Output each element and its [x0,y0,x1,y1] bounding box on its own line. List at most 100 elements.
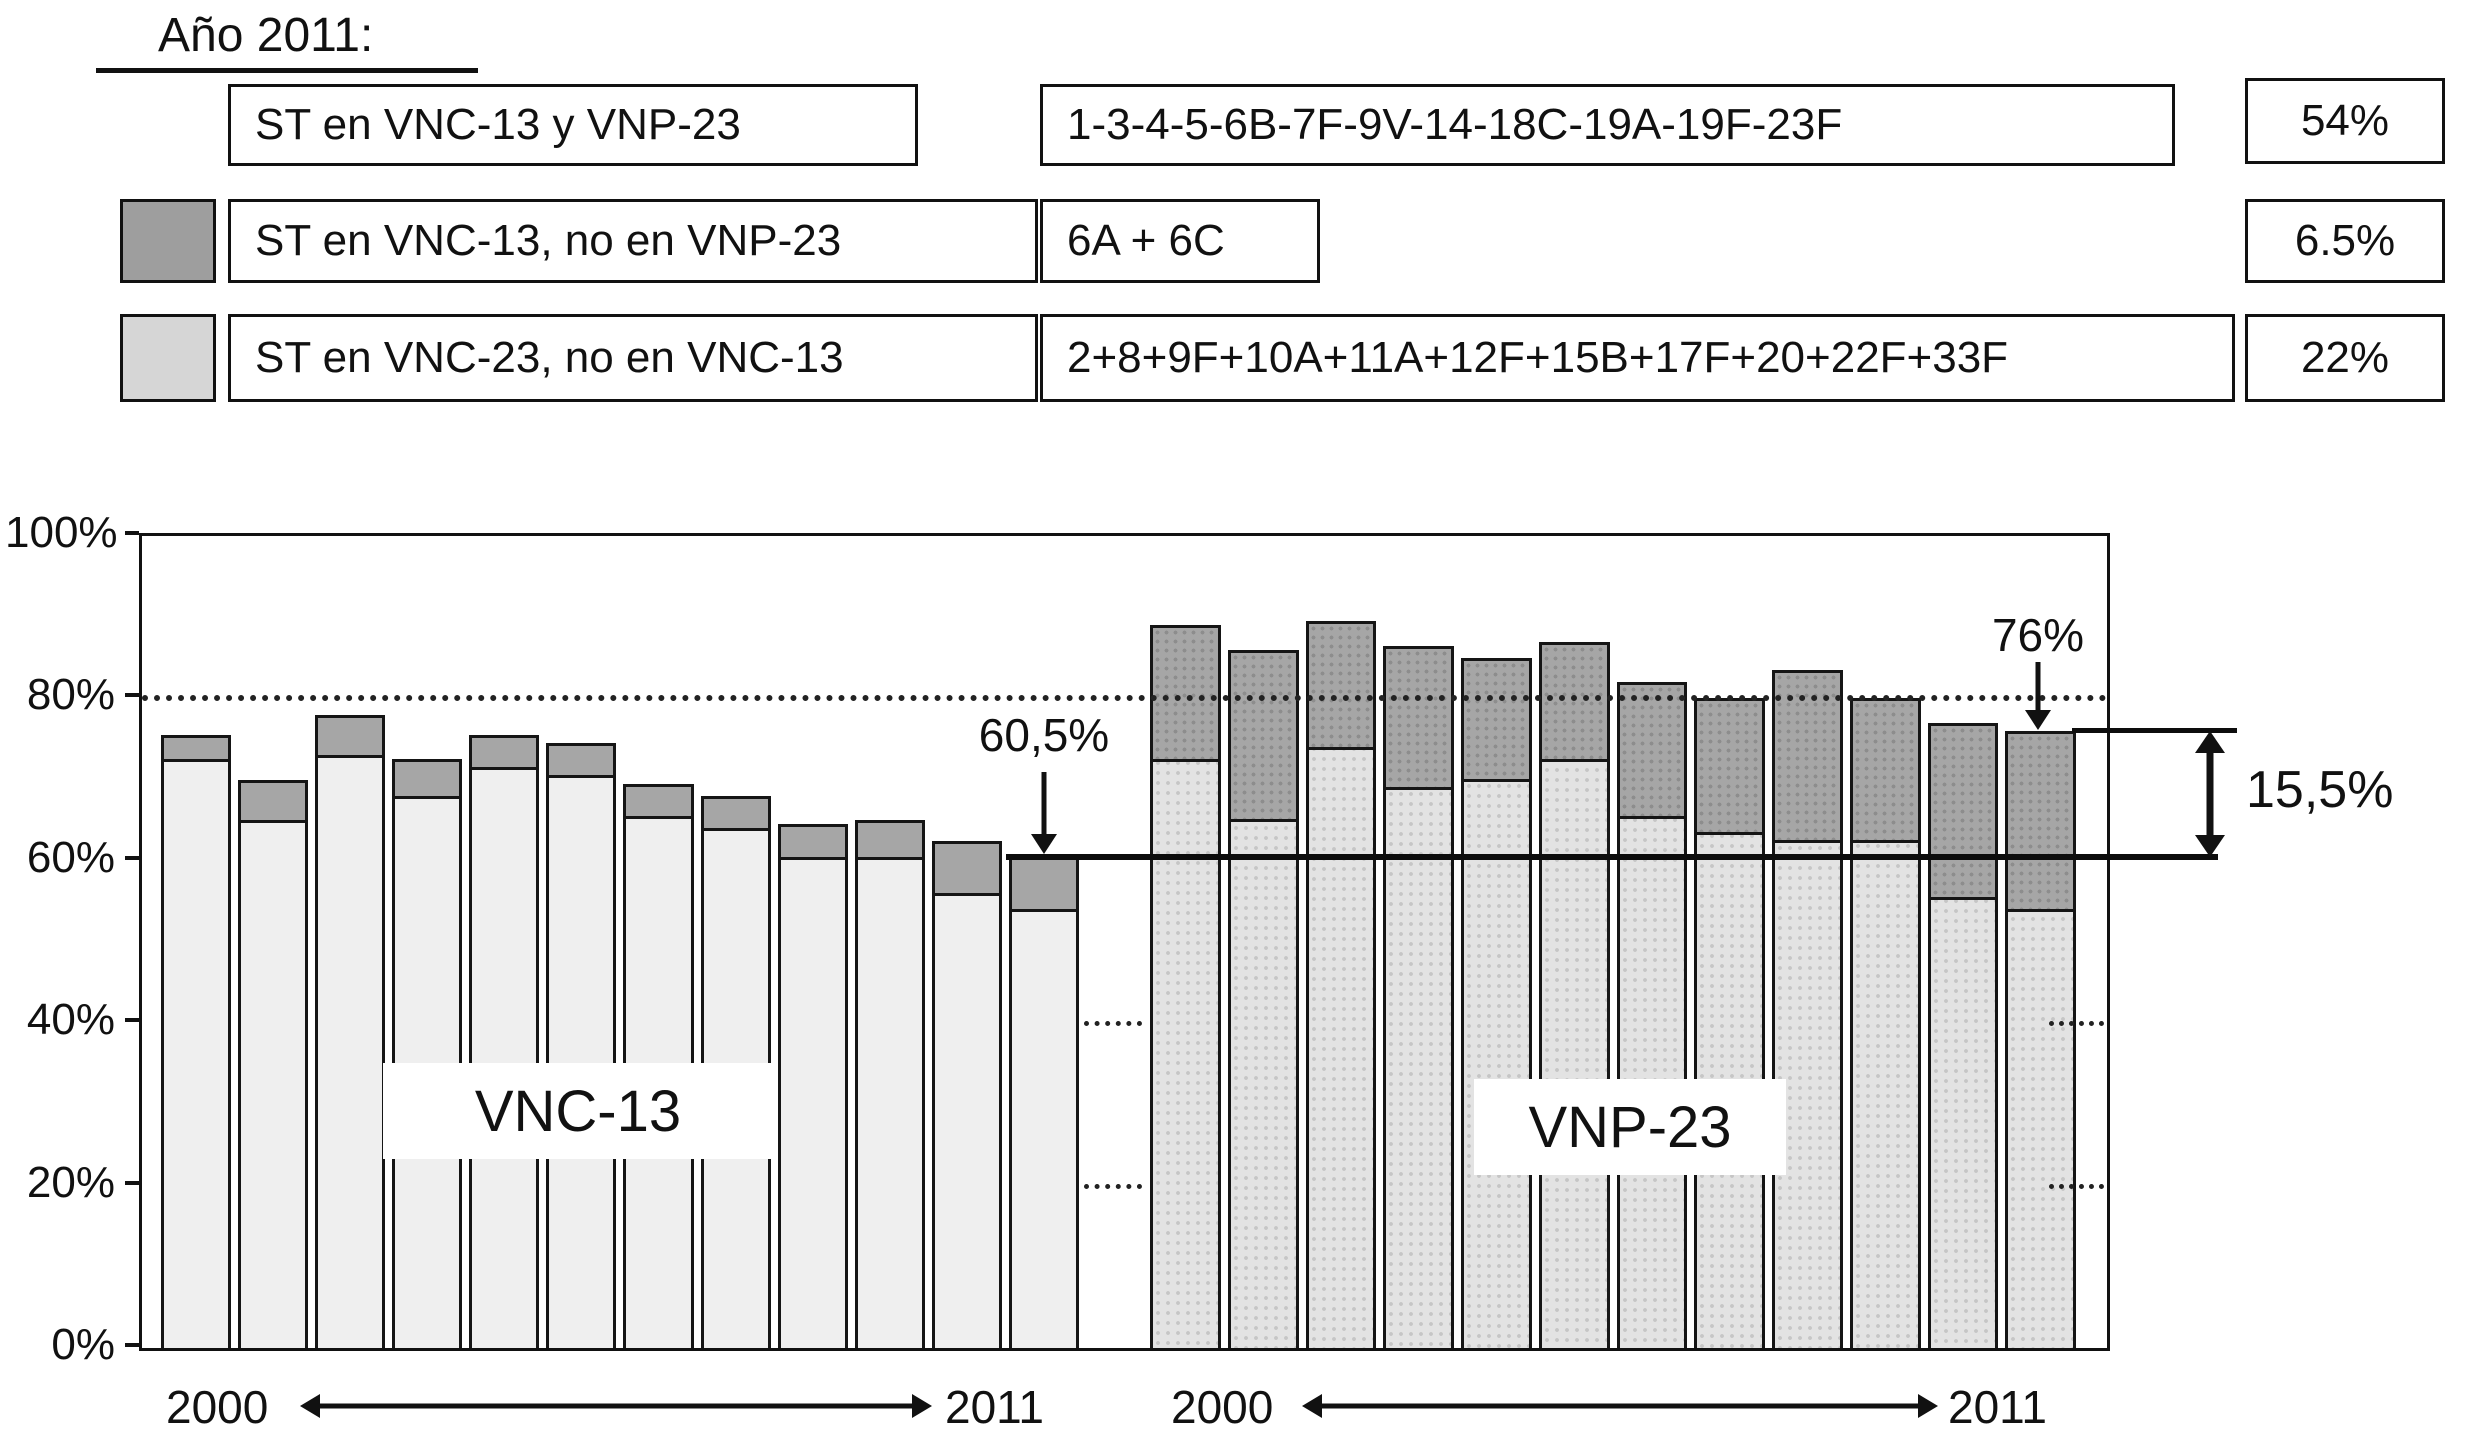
bar-cap-segment [626,786,691,819]
arrow-head-icon [2025,710,2051,730]
bar-vnp-23-7 [1616,682,1688,1348]
bar-vnp-23-1 [1150,625,1221,1348]
bar-vnc-13-3 [315,714,386,1348]
y-axis-tick [125,531,139,535]
arrow-head-right-icon [1918,1394,1938,1418]
annotation-76-percent: 76% [1991,609,2085,661]
bar-cap-segment [1153,628,1218,762]
bar-vnp-23-9 [1772,669,1843,1348]
y-axis-label: 0% [51,1320,115,1369]
legend-row3-percent: 22% [2245,314,2445,402]
legend-swatch-light [120,314,216,402]
bar-vnp-23-6 [1538,641,1610,1348]
legend-row3-label: ST en VNC-23, no en VNC-13 [228,314,1038,402]
y-axis-tick [125,1180,139,1185]
arrow-head-icon [1031,834,1057,854]
y-axis-label: 100% [5,508,118,557]
annotation-60-5-percent: 60,5% [978,709,1110,761]
bar-vnc-13-2 [238,779,309,1348]
arrow-shaft [2206,740,2214,847]
group-label-vnp23: VNP-23 [1474,1079,1786,1175]
bar-vnc-13-6 [546,743,617,1348]
arrow-head-left-icon [1302,1394,1322,1418]
arrow-head-left-icon [300,1394,320,1418]
bar-vnp-23-3 [1305,621,1377,1348]
arrow-shaft [1317,1403,1923,1409]
bar-cap-segment [472,737,537,771]
bar-vnp-23-2 [1227,649,1299,1348]
difference-double-arrow [2193,730,2227,857]
bar-vnc-13-1 [161,734,232,1348]
y-axis-tick [125,1343,139,1347]
dotted-tick-gap-20 [1084,1183,1142,1189]
plot-area: VNC-13 VNP-23 60,5% 76% 15,5% [139,533,2393,1351]
reference-line-76 [2072,727,2237,733]
arrow-shaft [1041,772,1047,838]
bar-cap-segment [703,798,768,832]
bar-cap-segment [934,843,999,896]
bar-vnc-13-9 [777,824,848,1348]
bar-cap-segment [241,782,306,823]
arrow-head-right-icon [912,1394,932,1418]
y-axis-label: 20% [26,1157,115,1207]
range-arrow-vnp23 [1302,1392,1938,1420]
bar-cap-segment [549,746,614,779]
bar-cap-segment [1308,624,1374,750]
x-end-label-vnp23: 2011 [1948,1381,2047,1433]
arrow-head-down-icon [2195,834,2225,857]
y-axis: 100% 80% 60% 40% 20% 0% [0,508,139,1369]
figure-title: Año 2011: [158,9,374,62]
bar-cap-segment [780,827,845,860]
bar-cap-segment [1930,725,1996,900]
bar-cap-segment [164,737,229,763]
bar-cap-segment [1464,660,1529,783]
legend-row1-percent: 54% [2245,78,2445,164]
y-axis-tick [125,1018,139,1023]
bar-cap-segment [395,762,460,799]
arrow-shaft [2035,662,2041,714]
range-arrow-vnc13 [300,1392,932,1420]
bar-vnc-13-10 [854,820,925,1348]
bar-group-vnc13 [161,536,1079,1348]
dotted-tick-right-20 [2049,1183,2104,1189]
legend-row2-percent: 6.5% [2245,199,2445,283]
legend-row1-label: ST en VNC-13 y VNP-23 [228,84,918,166]
y-axis-tick [125,693,139,698]
x-start-label-vnc13: 2000 [166,1381,269,1433]
dotted-tick-right-40 [2049,1021,2104,1027]
bar-group-vnp23 [1150,536,2076,1348]
bar-cap-segment [1619,685,1685,819]
bar-vnp-23-4 [1383,645,1454,1348]
bar-cap-segment [857,823,922,860]
bar-vnp-23-8 [1694,698,1765,1348]
legend-row2-label: ST en VNC-13, no en VNP-23 [228,199,1038,283]
group-label-vnc13: VNC-13 [383,1063,773,1159]
bar-cap-segment [2008,733,2073,912]
dotted-tick-gap-40 [1084,1021,1142,1027]
y-axis-tick [125,855,139,860]
y-axis-label: 80% [26,670,115,720]
bar-cap-segment [1011,859,1076,913]
x-start-label-vnp23: 2000 [1171,1381,1274,1433]
legend-row1-serotypes: 1-3-4-5-6B-7F-9V-14-18C-19A-19F-23F [1040,84,2175,166]
bar-vnc-13-5 [469,734,540,1348]
dotted-reference-line-80 [142,695,2107,702]
bar-vnc-13-12 [1008,856,1079,1348]
bar-vnc-13-4 [392,759,463,1348]
title-underline [96,68,478,73]
chart: 100% 80% 60% 40% 20% 0% VNC-13 VNP-23 60,5% 7… [0,508,2481,1369]
annotation-15-5-percent: 15,5% [2246,761,2394,819]
down-arrow-76 [2023,662,2053,730]
legend-row2-serotypes: 6A + 6C [1040,199,1320,283]
arrow-shaft [315,1403,917,1409]
bar-cap-segment [318,717,383,759]
y-axis-label: 60% [26,832,115,882]
bar-cap-segment [1852,701,1918,843]
bar-vnp-23-5 [1461,657,1532,1348]
bar-cap-segment [1230,652,1296,823]
bar-vnp-23-10 [1849,698,1921,1348]
reference-line-60-5 [1006,853,2218,860]
bar-cap-segment [1541,644,1607,762]
bar-cap-segment [1386,648,1451,791]
